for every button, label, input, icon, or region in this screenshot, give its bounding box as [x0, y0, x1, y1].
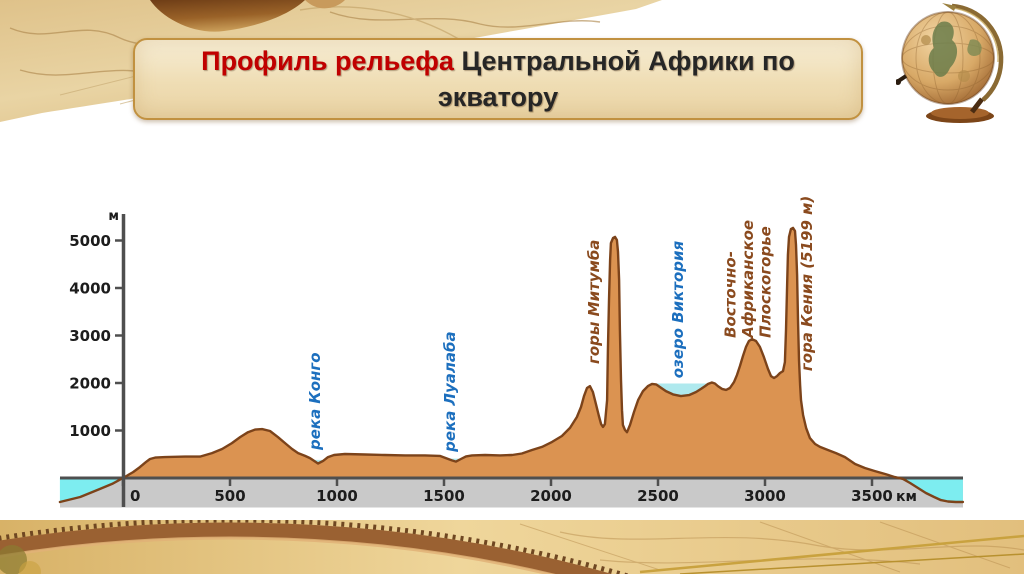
x-tick-label: 0 [130, 487, 140, 505]
slide-title-text: Профиль рельефа Центральной Африки по эк… [161, 43, 835, 116]
globe-rim [901, 11, 995, 105]
y-tick-label: 5000 [69, 232, 111, 250]
globe-meridian-highlight [951, 7, 999, 63]
x-tick-label: 500 [214, 487, 245, 505]
y-tick-label: 3000 [69, 327, 111, 345]
feature-label-vostochno-afrikanskoe-ploskogorye: Плоскогорье [757, 226, 775, 338]
globe-arrow-finial [942, 3, 956, 11]
terrain-outline [58, 226, 965, 504]
y-tick-label: 1000 [69, 422, 111, 440]
globe-stem [970, 97, 984, 114]
x-tick-label: 3500 [851, 487, 893, 505]
y-tick-label: 2000 [69, 375, 111, 393]
slide-title: Профиль рельефа Центральной Африки по эк… [133, 38, 863, 120]
globe-island-2 [958, 70, 970, 82]
globe-island-1 [921, 35, 931, 45]
x-tick-label: 1000 [316, 487, 358, 505]
x-axis-band [60, 478, 963, 508]
globe-continent-2 [967, 39, 982, 57]
feature-label-vostochno-afrikanskoe-ploskogorye: Африканское [739, 220, 757, 339]
y-tick-label: 4000 [69, 280, 111, 298]
globe-meridian-arc [951, 3, 1004, 102]
feature-label-gora-keniya: гора Кения (5199 м) [798, 196, 816, 371]
globe-axis-knob [896, 79, 901, 85]
x-tick-label: 2500 [637, 487, 679, 505]
feature-label-gory-mitumba: горы Митумба [585, 240, 603, 364]
x-tick-label: 3000 [744, 487, 786, 505]
feature-label-ozero-viktoriya: озеро Виктория [669, 240, 687, 378]
water-lake-victoria [653, 383, 712, 397]
y-axis-unit: м [108, 209, 119, 224]
water-ocean-west [59, 478, 123, 502]
terrain-fill [123, 227, 903, 478]
x-tick-label: 2000 [530, 487, 572, 505]
x-tick-label: 1500 [423, 487, 465, 505]
title-rest: Центральной Африки по экватору [437, 45, 795, 112]
title-highlight: Профиль рельефа [201, 45, 454, 76]
feature-label-reka-kongo: река Конго [306, 352, 324, 451]
water-ocean-east [903, 478, 963, 502]
globe-icon [896, 3, 1004, 123]
feature-label-vostochno-afrikanskoe-ploskogorye: Восточно- [722, 251, 740, 338]
globe-continent-1 [928, 21, 958, 77]
x-axis-unit: км [896, 489, 917, 505]
feature-label-reka-lualaba: река Луалаба [441, 331, 459, 453]
